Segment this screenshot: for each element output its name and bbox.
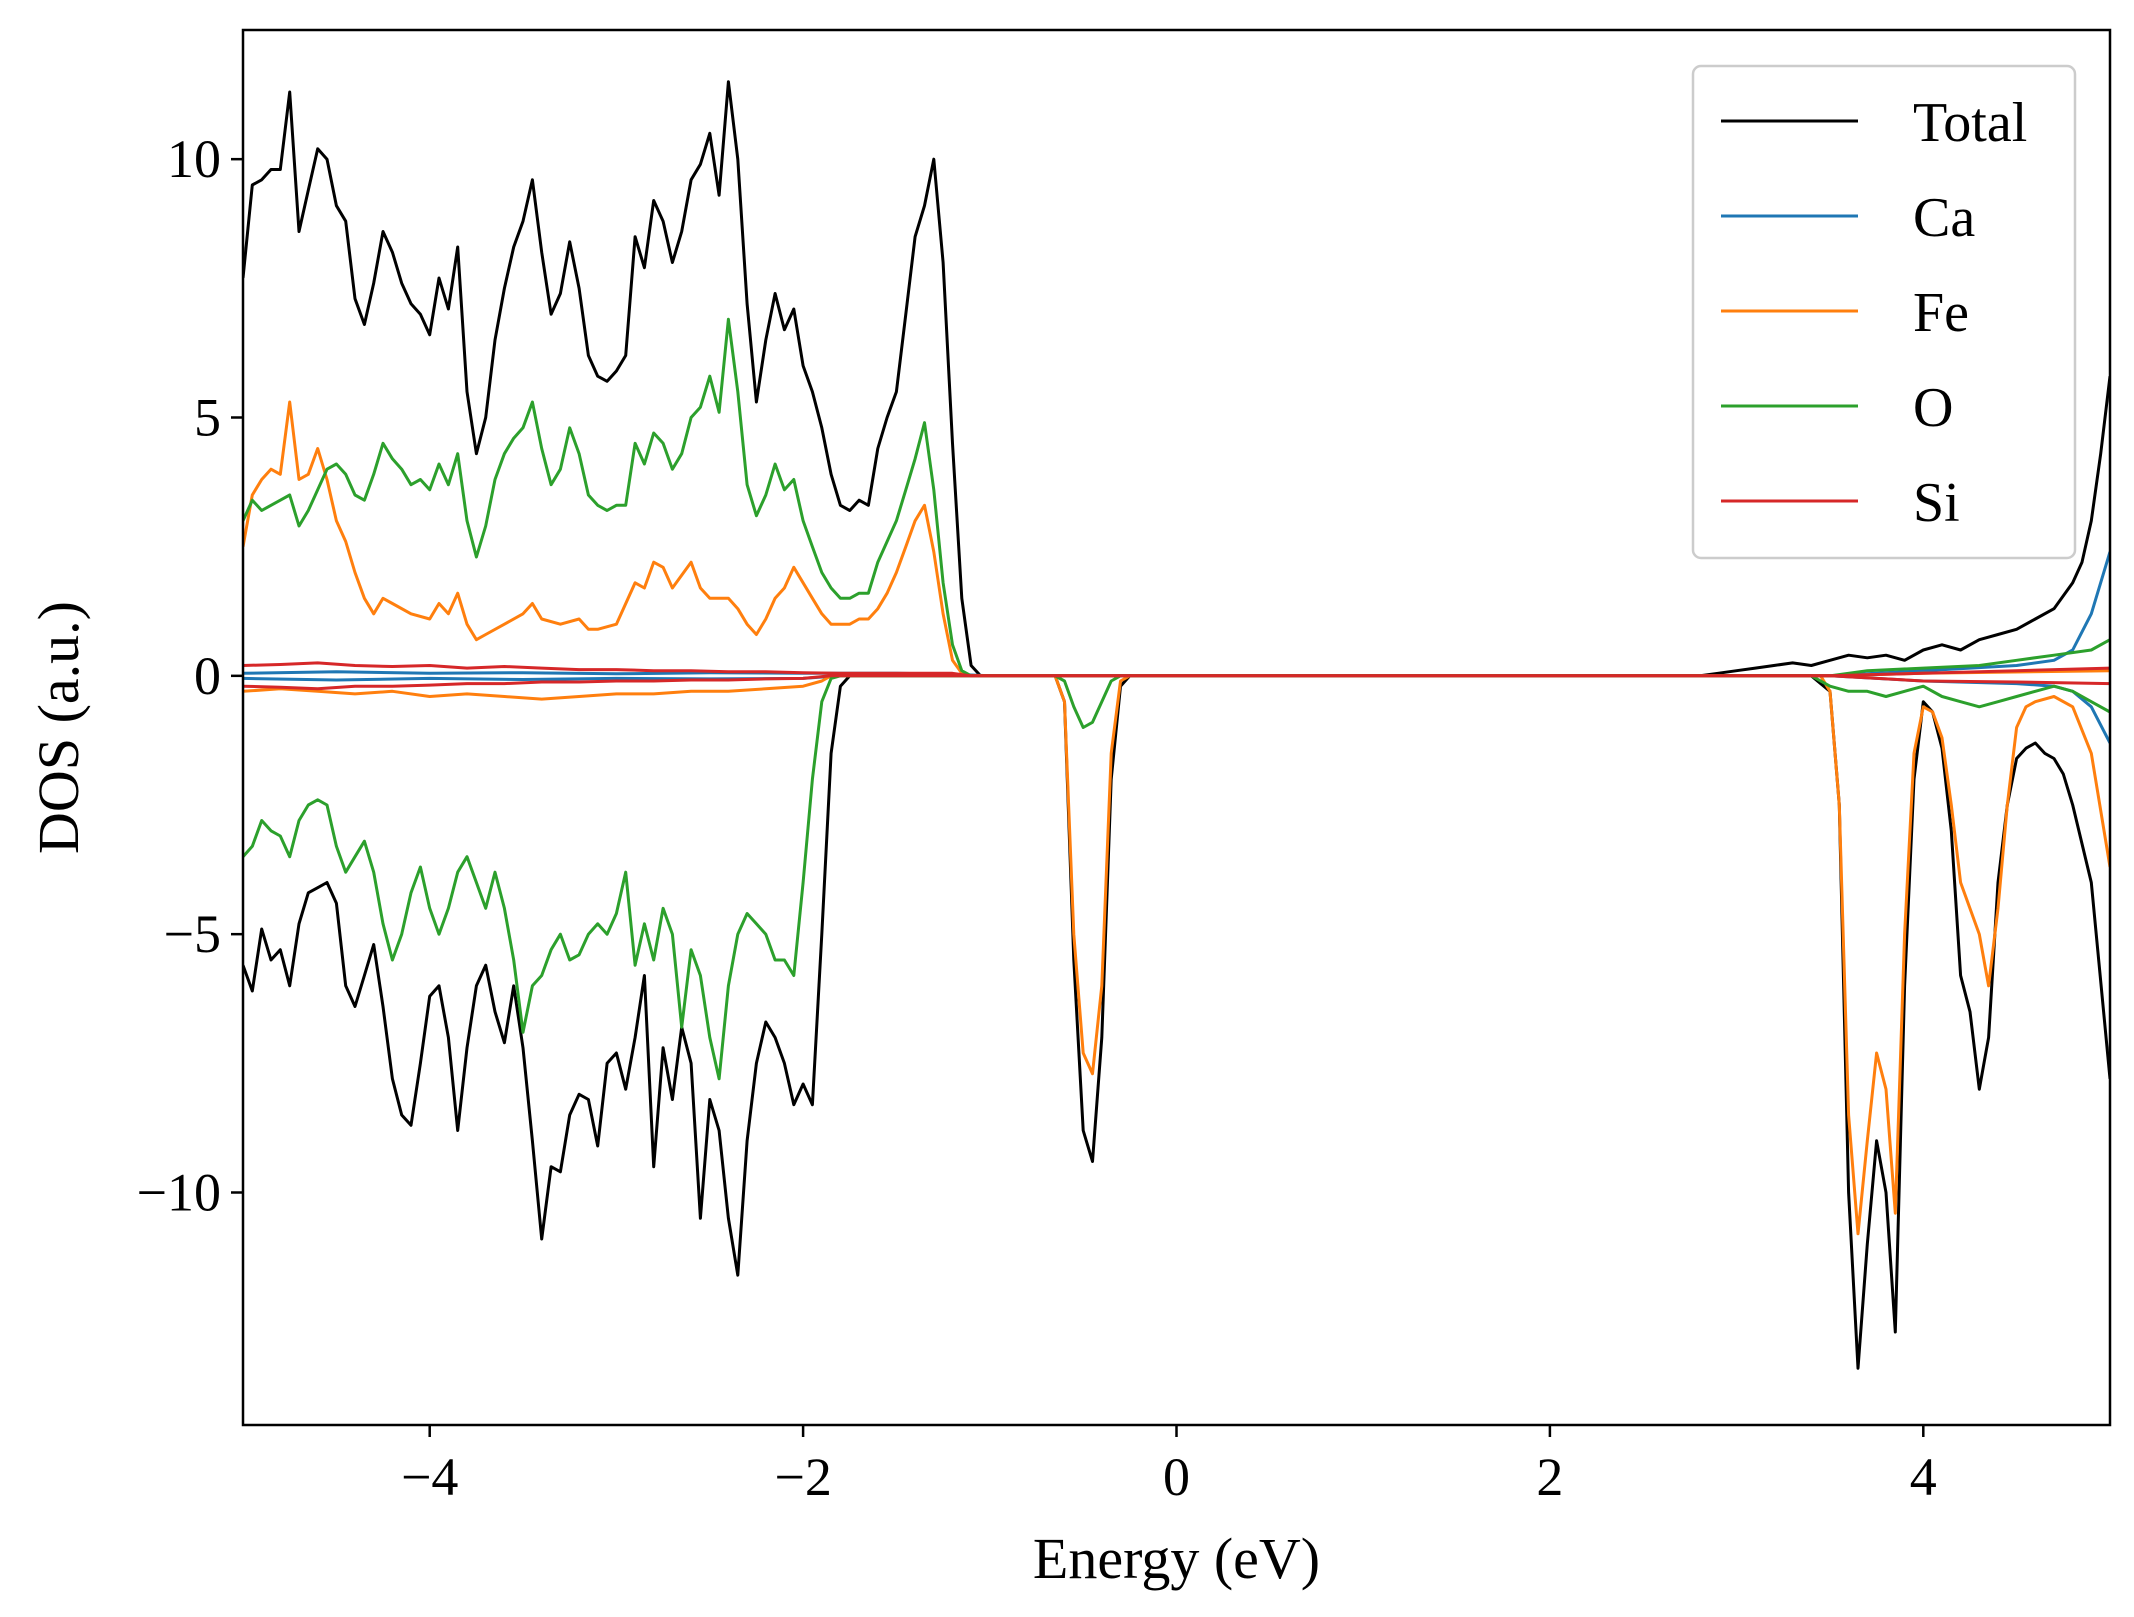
- y-tick-label: −5: [164, 904, 221, 964]
- legend-item-total: Total: [1721, 92, 2027, 154]
- series-layer: [243, 80, 2110, 1370]
- x-tick-label: −2: [774, 1447, 831, 1507]
- x-axis-label: Energy (eV): [1033, 1526, 1320, 1591]
- legend-item-o: O: [1721, 377, 1953, 439]
- y-tick-label: 0: [194, 646, 221, 706]
- x-tick-label: −4: [401, 1447, 458, 1507]
- series-line-si-down: [243, 674, 2110, 691]
- legend-label: O: [1913, 377, 1953, 439]
- legend-item-fe: Fe: [1721, 282, 1969, 344]
- series-line-o-down: [243, 674, 2110, 1081]
- legend-label: Total: [1913, 92, 2027, 154]
- y-tick-label: 5: [194, 388, 221, 448]
- x-tick-label: 0: [1163, 1447, 1190, 1507]
- series-line-total-up: [243, 80, 2110, 678]
- x-tick-label: 4: [1910, 1447, 1937, 1507]
- y-axis-label: DOS (a.u.): [26, 601, 91, 854]
- y-tick-label: −10: [137, 1163, 221, 1223]
- series-line-o-up: [243, 317, 2110, 678]
- legend-box: [1691, 64, 2077, 560]
- legend: Total Ca Fe O Si: [1691, 64, 2077, 560]
- axes-layer: −4 −2 0 2 4 −10 −5 0 5 10: [137, 28, 2112, 1507]
- y-tick-label: 10: [167, 129, 221, 189]
- legend-label: Si: [1913, 472, 1960, 534]
- legend-label: Ca: [1913, 187, 1975, 249]
- series-line-fe-up: [243, 400, 2110, 678]
- legend-item-ca: Ca: [1721, 187, 1975, 249]
- legend-label: Fe: [1913, 282, 1969, 344]
- x-tick-label: 2: [1536, 1447, 1563, 1507]
- legend-item-si: Si: [1721, 472, 1960, 534]
